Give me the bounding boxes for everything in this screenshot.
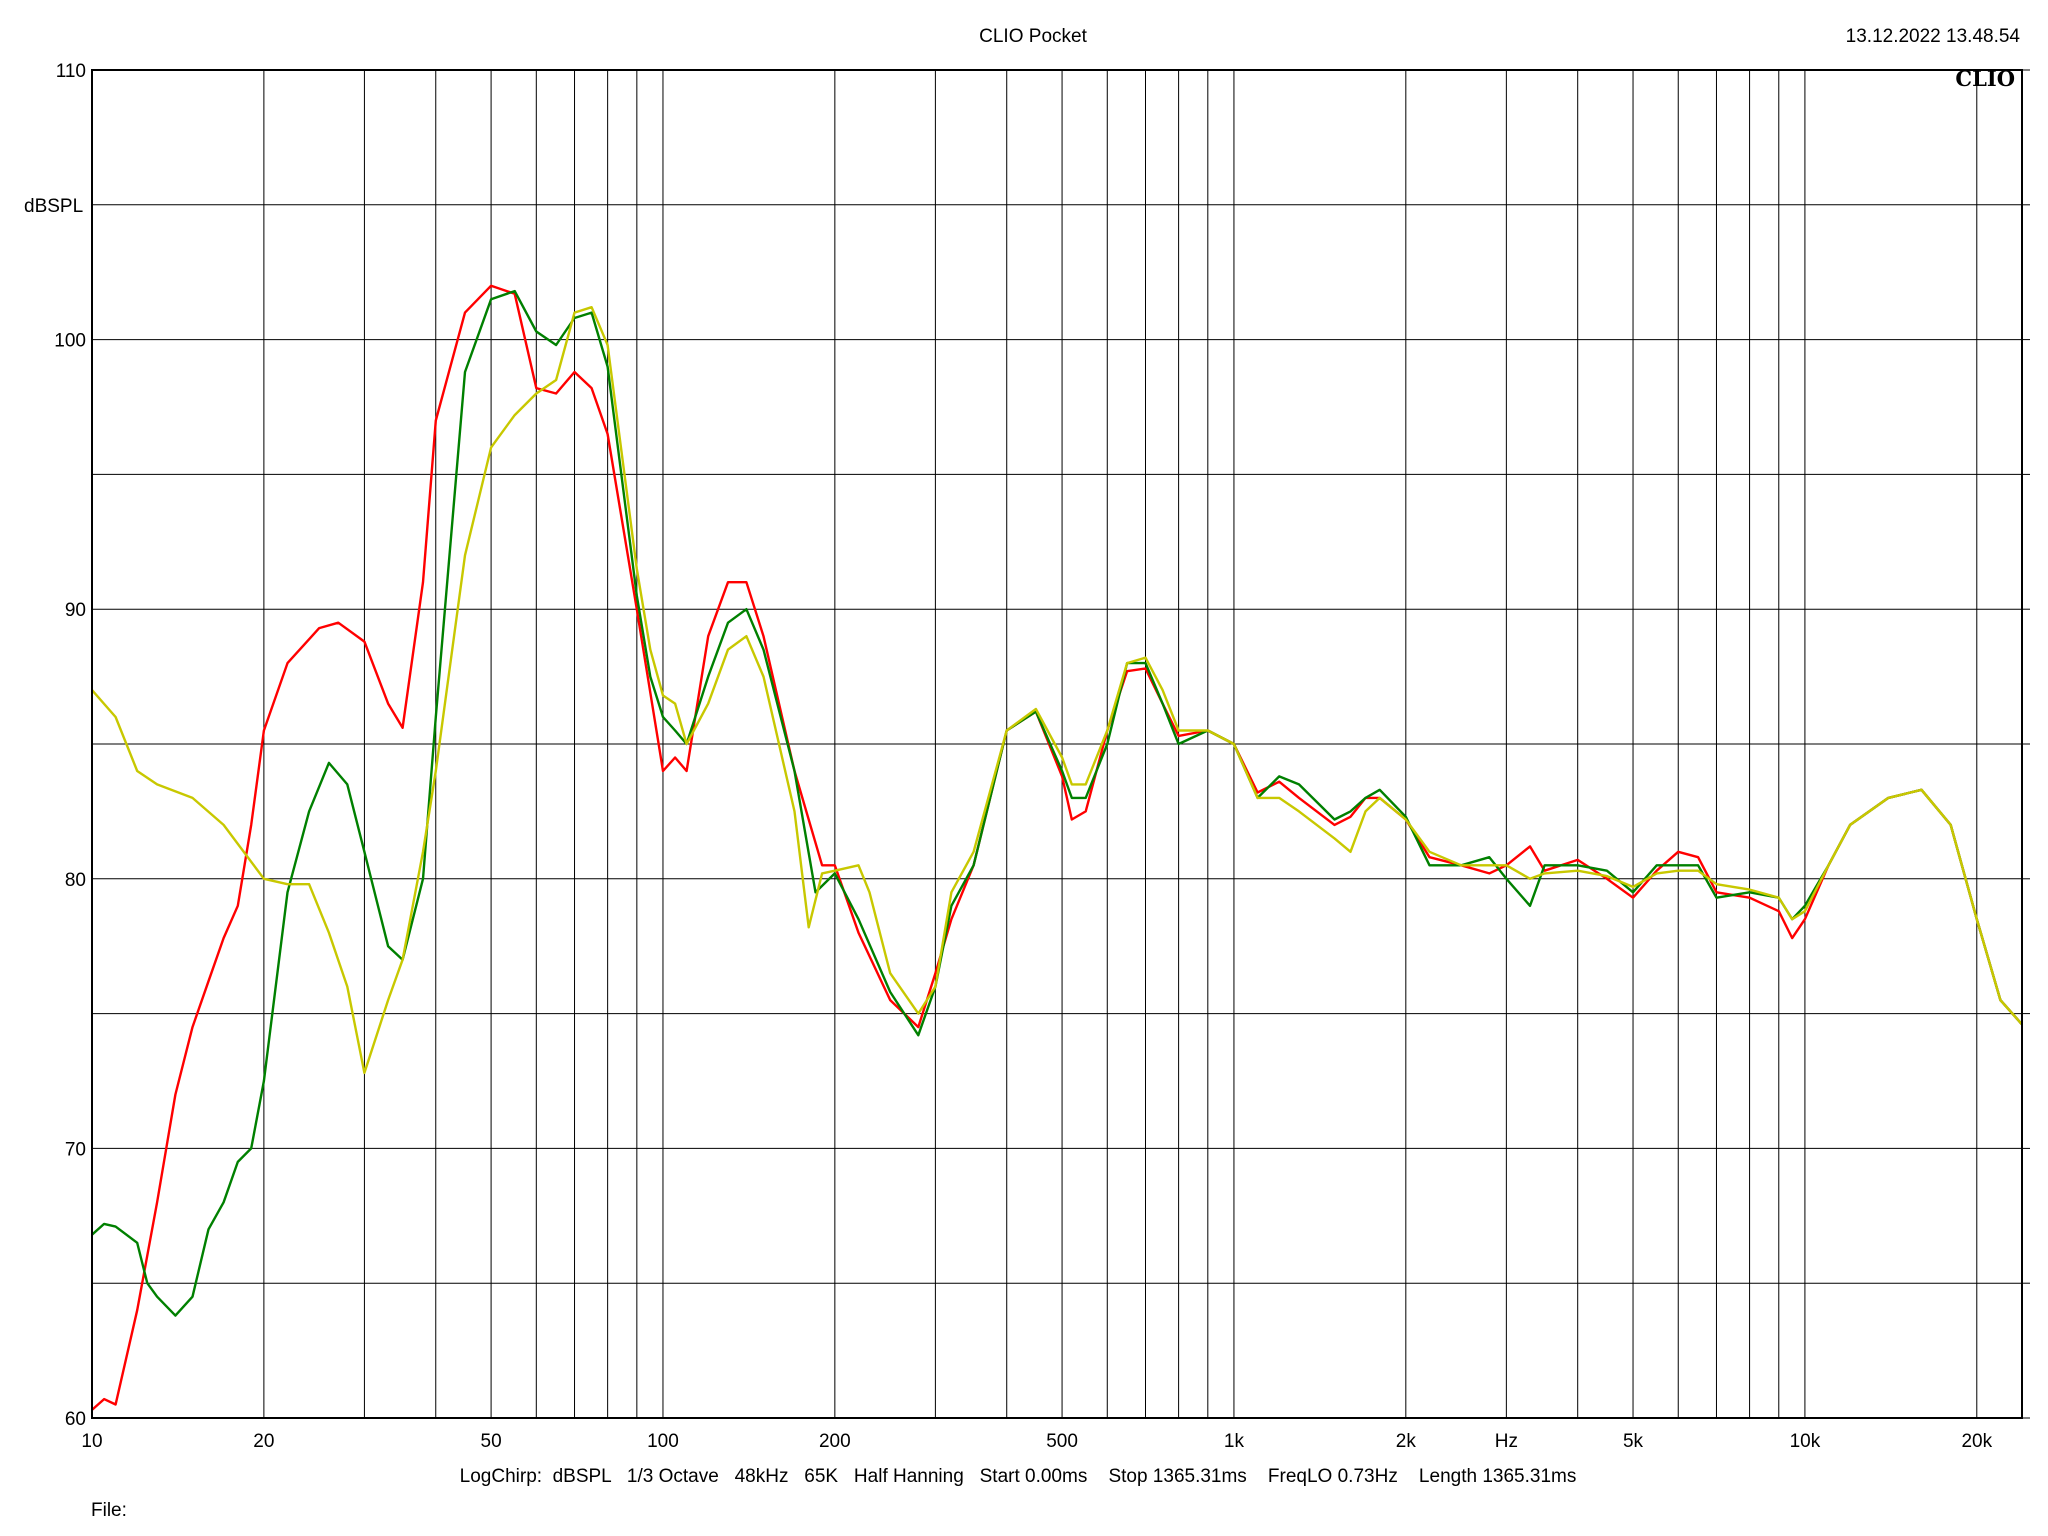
x-tick-label: 10 <box>81 1431 102 1452</box>
response-curve <box>91 289 2023 1317</box>
measurement-settings: LogChirp: dBSPL 1/3 Octave 48kHz 65K Hal… <box>460 1466 1577 1487</box>
file-label: File: <box>91 1500 127 1521</box>
clio-logo: CLIO <box>1955 66 2015 91</box>
curves <box>91 284 2023 1411</box>
plot-grid <box>91 69 2022 1419</box>
y-axis-unit: dBSPL <box>24 196 83 217</box>
x-tick-label: 50 <box>481 1431 502 1452</box>
x-tick-label: 2k <box>1396 1431 1417 1452</box>
timestamp: 13.12.2022 13.48.54 <box>1846 26 2021 47</box>
x-tick-label: 5k <box>1623 1431 1644 1452</box>
y-tick-label: 90 <box>65 600 86 621</box>
y-tick-label: 80 <box>65 870 86 891</box>
response-curve <box>91 306 2023 1075</box>
x-tick-label: 200 <box>819 1431 851 1452</box>
y-tick-label: 60 <box>65 1409 86 1430</box>
chart-title: CLIO Pocket <box>979 26 1087 47</box>
x-tick-label: 10k <box>1790 1431 1821 1452</box>
y-tick-label: 100 <box>54 331 86 352</box>
y-tick-label: 110 <box>56 61 86 82</box>
plot-frame <box>91 69 2023 1419</box>
response-curve <box>91 284 2023 1411</box>
x-tick-label: 500 <box>1046 1431 1078 1452</box>
y-tick-label: 70 <box>65 1139 86 1160</box>
x-tick-label: 1k <box>1224 1431 1245 1452</box>
x-axis: 10 20 50 100 200 500 1k 2k 5k 10k 20k <box>81 1431 1992 1452</box>
x-tick-label: 20 <box>253 1431 274 1452</box>
x-tick-label: 20k <box>1961 1431 1992 1452</box>
x-tick-label: 100 <box>647 1431 679 1452</box>
y-axis: 110 100 90 80 70 60 <box>54 61 2030 1430</box>
x-axis-unit: Hz <box>1495 1431 1518 1452</box>
